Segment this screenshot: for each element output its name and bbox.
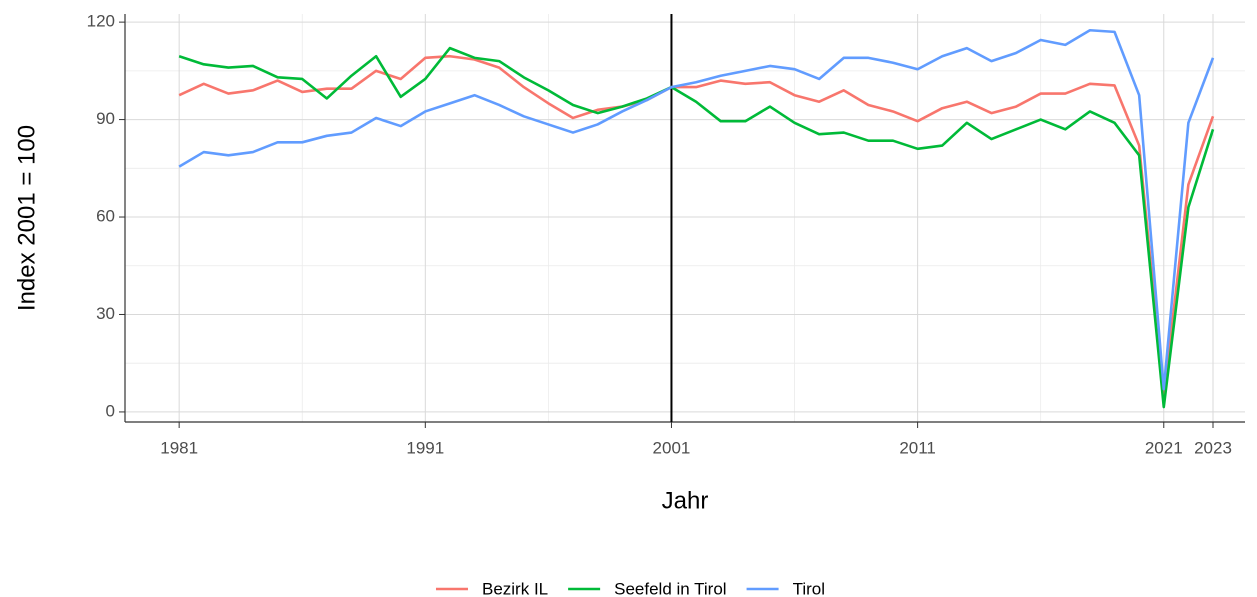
y-axis-title: Index 2001 = 100 <box>13 125 40 311</box>
series-line <box>178 46 1215 409</box>
x-tick-label: 1981 <box>160 438 198 457</box>
series-line <box>178 54 1215 397</box>
y-tick-label: 30 <box>96 304 115 323</box>
y-tick-label: 90 <box>96 109 115 128</box>
series-line <box>178 28 1215 391</box>
legend-label: Tirol <box>793 579 825 597</box>
legend-label: Seefeld in Tirol <box>614 579 726 597</box>
y-tick-label: 60 <box>96 207 115 226</box>
legend-label: Bezirk IL <box>482 579 548 597</box>
y-tick-label: 120 <box>87 12 115 31</box>
x-axis-title: Jahr <box>662 487 709 514</box>
x-tick-label: 2023 <box>1194 438 1232 457</box>
y-tick-label: 0 <box>106 401 115 420</box>
x-tick-label: 2011 <box>899 438 936 457</box>
x-tick-label: 2001 <box>653 438 691 457</box>
x-tick-label: 1991 <box>406 438 444 457</box>
x-tick-label: 2021 <box>1145 438 1183 457</box>
